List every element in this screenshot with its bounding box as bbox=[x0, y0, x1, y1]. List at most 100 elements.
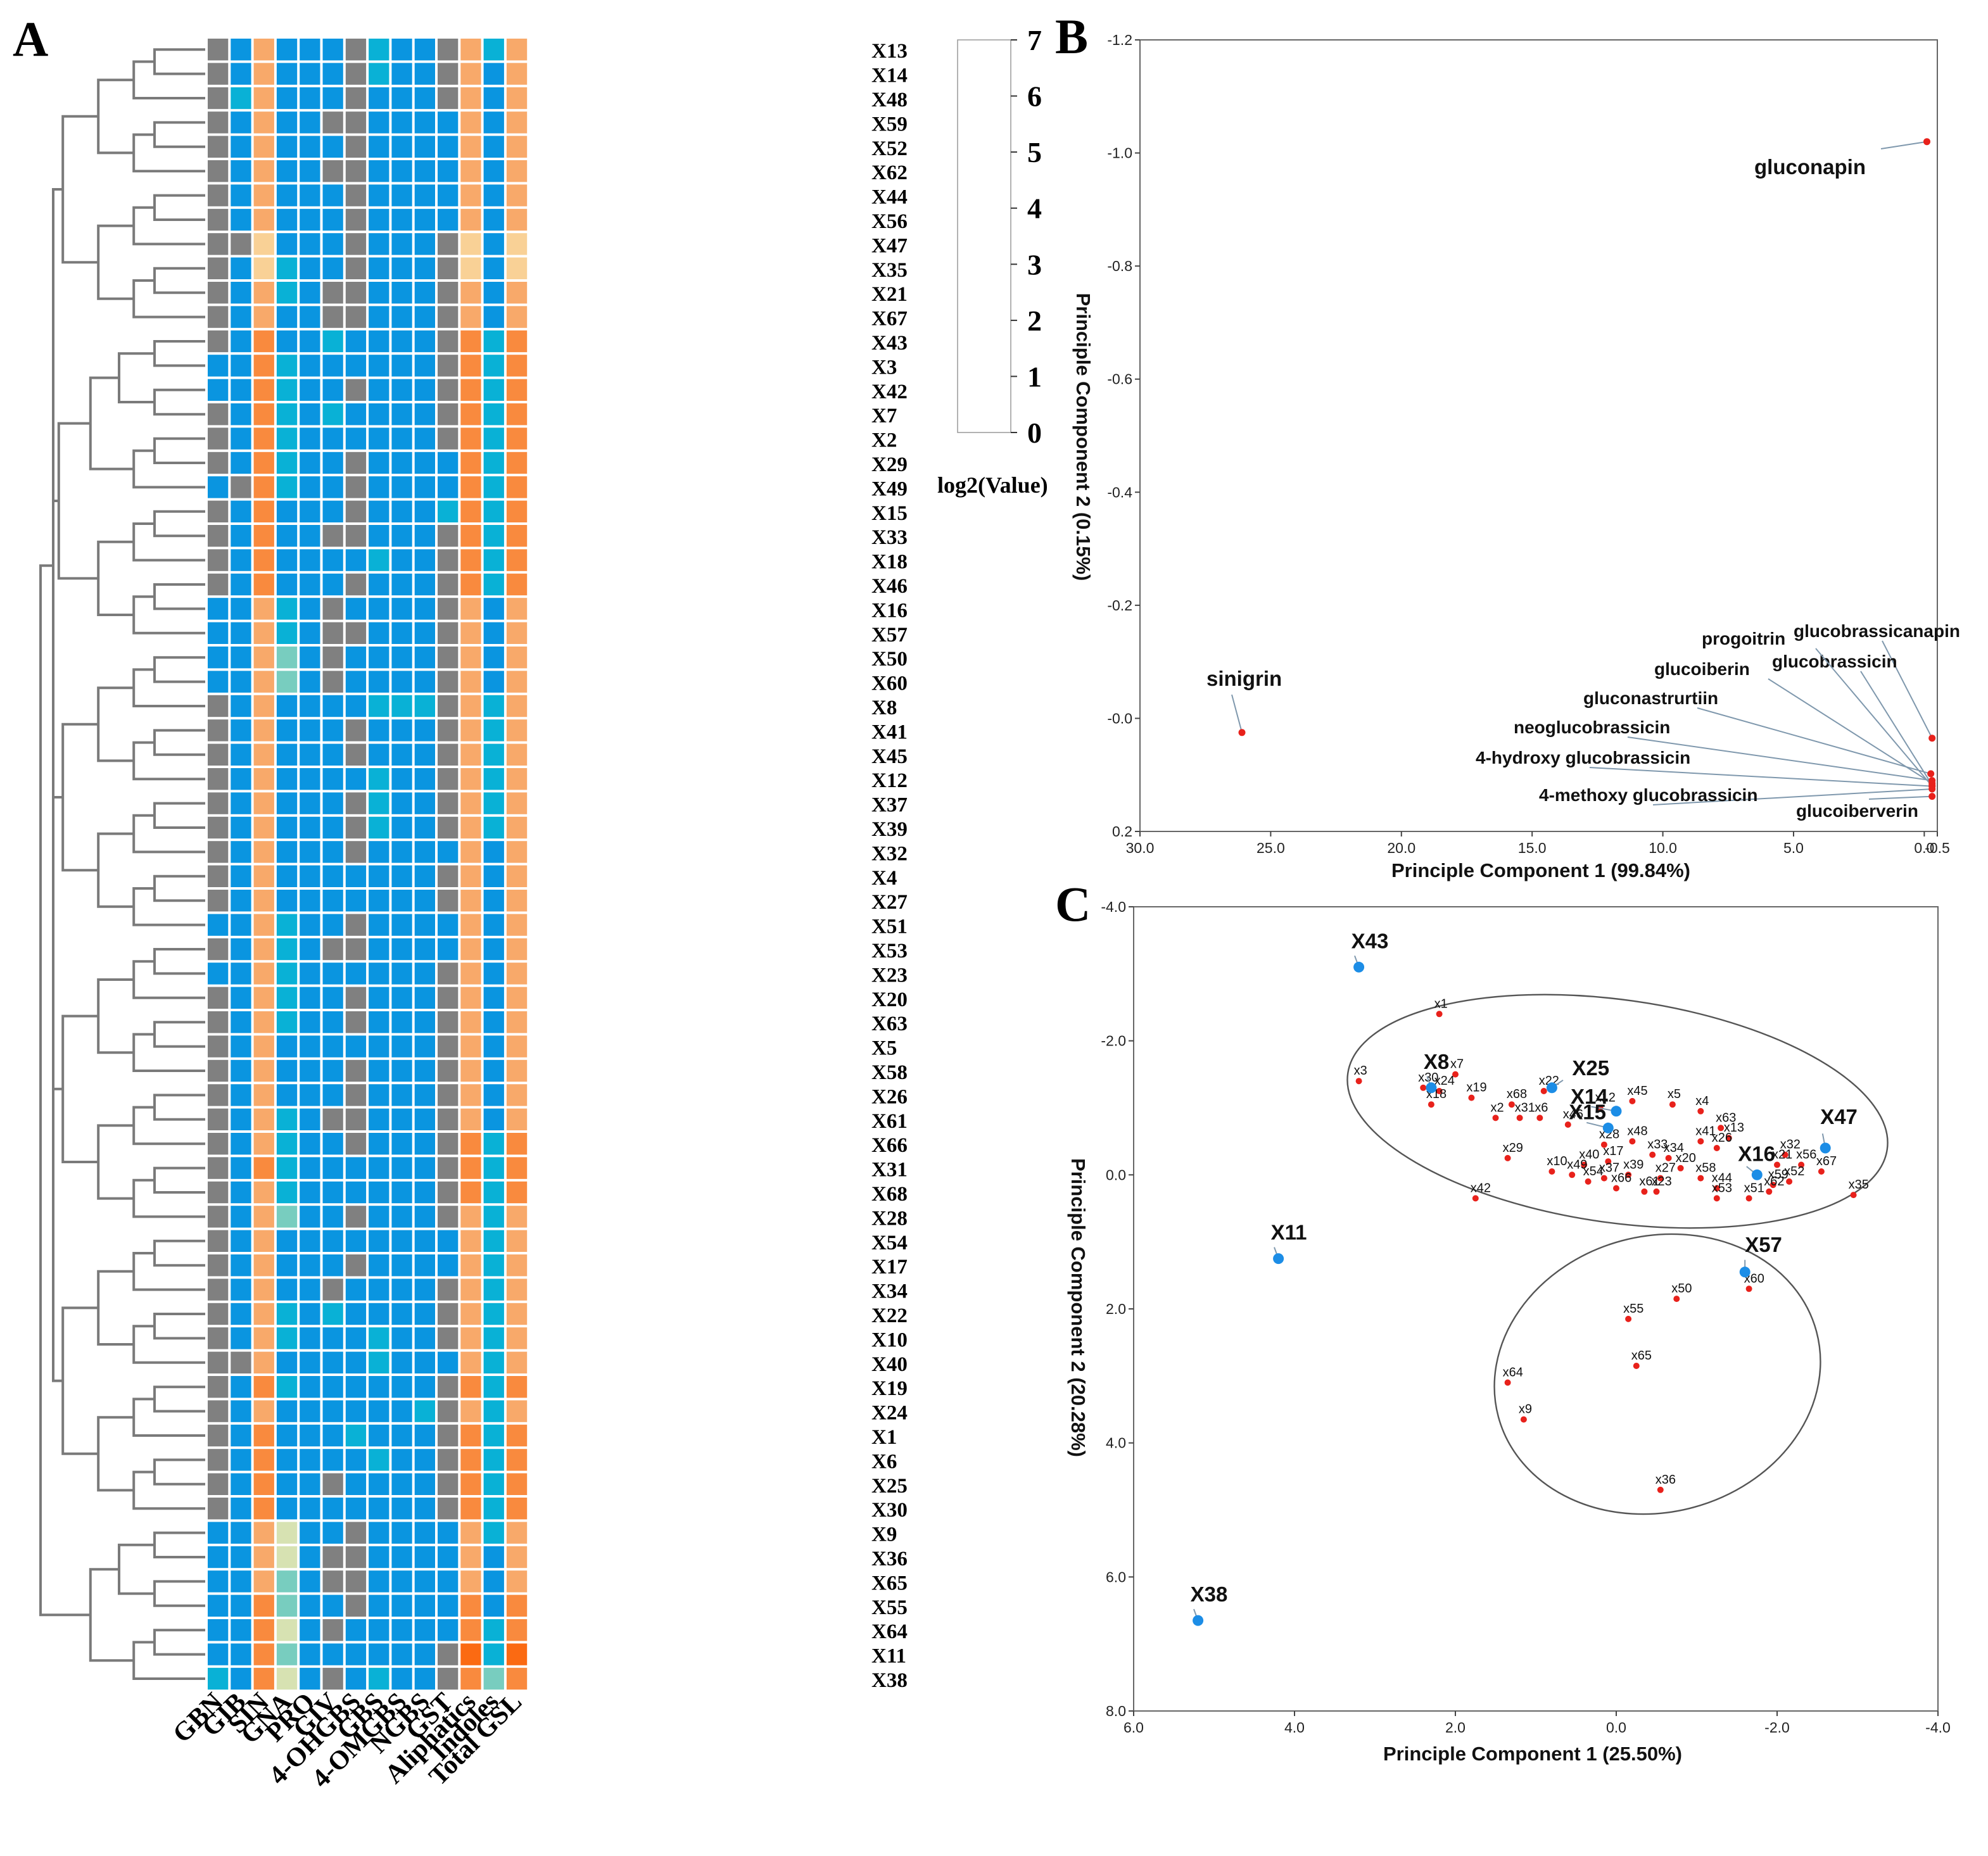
heatmap-cell-x26-gna bbox=[276, 1084, 298, 1106]
heatmap-cell-x5-sin bbox=[253, 1035, 274, 1057]
heatmap-cell-x32-gbn bbox=[208, 841, 229, 863]
highlight-point-x11 bbox=[1273, 1253, 1284, 1265]
heatmap-cell-x67-total-gsl bbox=[506, 306, 528, 328]
heatmap-cell-x18-4-ohgbs bbox=[345, 549, 367, 571]
heatmap-cell-x53-gbs bbox=[369, 938, 389, 961]
heatmap-cell-x23-total-gsl bbox=[506, 963, 528, 985]
heatmap-cell-x14-4-omgbs bbox=[391, 63, 412, 85]
score-point-x45 bbox=[1629, 1097, 1636, 1104]
heatmap-cell-x28-giv bbox=[322, 1206, 343, 1228]
heatmap-cell-x39-gna bbox=[276, 816, 298, 839]
score-label-x10: x10 bbox=[1547, 1154, 1567, 1168]
dendrogram-branch bbox=[97, 1416, 134, 1492]
heatmap-cell-x14-4-ohgbs bbox=[345, 63, 367, 85]
heatmap-cell-x61-gbn bbox=[208, 1108, 229, 1130]
heatmap-cell-x12-sin bbox=[253, 768, 274, 790]
plot-b-x-tick-25-0: 25.0 bbox=[1257, 840, 1285, 856]
heatmap-cell-x22-4-ohgbs bbox=[345, 1303, 367, 1325]
row-label-x58: X58 bbox=[871, 1061, 908, 1084]
heatmap-cell-x14-gna bbox=[276, 63, 298, 85]
heatmap-cell-x45-aliphatics bbox=[460, 743, 481, 766]
heatmap-cell-x40-gst bbox=[438, 1351, 459, 1373]
heatmap-cell-x65-ngbs bbox=[414, 1570, 435, 1593]
heatmap-cell-x13-pro bbox=[300, 39, 320, 61]
color-legend: 0 1 2 3 4 5 6 7 bbox=[957, 24, 1042, 449]
heatmap-cell-x16-sin bbox=[253, 598, 274, 620]
plot-b-y-tick-0-6: -0.6 bbox=[1107, 371, 1132, 388]
heatmap-cell-x1-gna bbox=[276, 1424, 298, 1447]
heatmap-cell-x47-gbs bbox=[369, 233, 389, 255]
heatmap-cell-x45-indoles bbox=[483, 743, 504, 766]
heatmap-cell-x56-total-gsl bbox=[506, 208, 528, 231]
heatmap-cell-x57-indoles bbox=[483, 622, 504, 644]
heatmap-cell-x52-gna bbox=[276, 136, 298, 158]
heatmap-cell-x45-gib bbox=[231, 743, 251, 766]
heatmap-cell-x1-ngbs bbox=[414, 1424, 435, 1447]
heatmap-cell-x9-giv bbox=[322, 1522, 343, 1544]
heatmap-cell-x29-gna bbox=[276, 451, 298, 474]
heatmap-cell-x15-gst bbox=[438, 500, 459, 522]
heatmap-cell-x43-4-ohgbs bbox=[345, 330, 367, 353]
heatmap-cell-x6-aliphatics bbox=[460, 1449, 481, 1471]
score-label-x3: x3 bbox=[1354, 1064, 1367, 1078]
heatmap-cell-x39-4-ohgbs bbox=[345, 816, 367, 839]
heatmap-cell-x58-total-gsl bbox=[506, 1059, 528, 1082]
heatmap-cell-x48-gst bbox=[438, 87, 459, 110]
heatmap-cell-x66-giv bbox=[322, 1133, 343, 1155]
heatmap-cell-x53-indoles bbox=[483, 938, 504, 961]
score-point-x7 bbox=[1452, 1071, 1459, 1078]
heatmap-cell-x68-gna bbox=[276, 1181, 298, 1204]
row-label-x30: X30 bbox=[871, 1499, 908, 1522]
heatmap-cell-x53-sin bbox=[253, 938, 274, 961]
score-point-x41 bbox=[1697, 1138, 1704, 1145]
heatmap-cell-x36-aliphatics bbox=[460, 1546, 481, 1569]
row-label-x43: X43 bbox=[871, 332, 908, 355]
score-point-x62 bbox=[1766, 1188, 1773, 1195]
heatmap-cell-x22-4-omgbs bbox=[391, 1303, 412, 1325]
heatmap-cell-x32-gib bbox=[231, 841, 251, 863]
heatmap-cell-x3-4-ohgbs bbox=[345, 355, 367, 377]
heatmap-cell-x12-aliphatics bbox=[460, 768, 481, 790]
heatmap-cell-x55-aliphatics bbox=[460, 1594, 481, 1617]
heatmap-cell-x64-gna bbox=[276, 1619, 298, 1641]
score-label-x56: x56 bbox=[1796, 1148, 1816, 1162]
heatmap-cell-x6-gib bbox=[231, 1449, 251, 1471]
plot-c-x-tick-4-0: 4.0 bbox=[1284, 1719, 1305, 1736]
heatmap-cell-x17-4-omgbs bbox=[391, 1254, 412, 1277]
heatmap-cell-x8-total-gsl bbox=[506, 695, 528, 717]
heatmap-cell-x14-total-gsl bbox=[506, 63, 528, 85]
heatmap-cell-x38-giv bbox=[322, 1667, 343, 1690]
heatmap-cell-x43-gbn bbox=[208, 330, 229, 353]
score-label-x44: x44 bbox=[1712, 1171, 1732, 1185]
row-label-x49: X49 bbox=[871, 477, 908, 500]
heatmap-cell-x29-indoles bbox=[483, 451, 504, 474]
plot-b-frame bbox=[1139, 39, 1938, 832]
heatmap-cell-x50-aliphatics bbox=[460, 647, 481, 669]
heatmap-cell-x39-ngbs bbox=[414, 816, 435, 839]
heatmap-cell-x11-indoles bbox=[483, 1643, 504, 1665]
heatmap-cell-x39-indoles bbox=[483, 816, 504, 839]
score-point-x53 bbox=[1713, 1195, 1720, 1202]
heatmap-cell-x17-ngbs bbox=[414, 1254, 435, 1277]
heatmap-cell-x40-gbs bbox=[369, 1351, 389, 1373]
highlight-label-x57: X57 bbox=[1745, 1233, 1782, 1256]
row-label-x2: X2 bbox=[871, 429, 897, 452]
heatmap-cell-x61-total-gsl bbox=[506, 1108, 528, 1130]
heatmap-cell-x52-gst bbox=[438, 136, 459, 158]
heatmap-cell-x26-4-omgbs bbox=[391, 1084, 412, 1106]
heatmap-cell-x36-sin bbox=[253, 1546, 274, 1569]
heatmap-cell-x66-ngbs bbox=[414, 1133, 435, 1155]
heatmap-cell-x52-4-ohgbs bbox=[345, 136, 367, 158]
score-label-x26: x26 bbox=[1712, 1131, 1732, 1145]
heatmap-cell-x10-pro bbox=[300, 1327, 320, 1349]
heatmap-cell-x3-total-gsl bbox=[506, 355, 528, 377]
heatmap-cell-x18-gbn bbox=[208, 549, 229, 571]
heatmap-cell-x57-sin bbox=[253, 622, 274, 644]
heatmap-cell-x3-giv bbox=[322, 355, 343, 377]
heatmap-cell-x7-gib bbox=[231, 403, 251, 426]
heatmap-cell-x22-aliphatics bbox=[460, 1303, 481, 1325]
heatmap-cell-x67-indoles bbox=[483, 306, 504, 328]
heatmap-cell-x38-ngbs bbox=[414, 1667, 435, 1690]
heatmap-cell-x64-giv bbox=[322, 1619, 343, 1641]
